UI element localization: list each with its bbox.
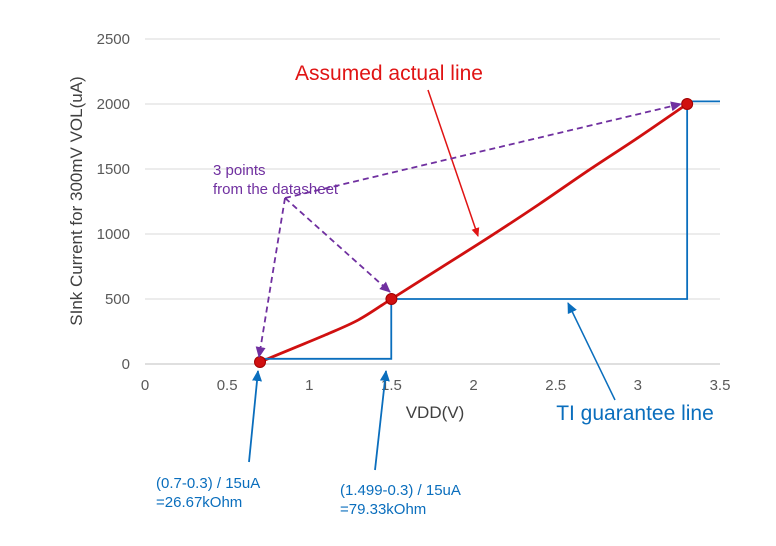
- y-axis-title: SInk Current for 300mV VOL(uA): [67, 76, 86, 325]
- datasheet-point-1: [385, 293, 398, 305]
- annotation-calc2-line2: =79.33kOhm: [340, 501, 426, 518]
- x-tick-label-4: 2: [469, 377, 477, 394]
- y-tick-label-1: 500: [105, 291, 130, 308]
- annotation-actual-arrow: [427, 89, 480, 237]
- series-lines: [259, 100, 720, 364]
- annotation-guarantee-arrow: [567, 302, 616, 401]
- annotation-actual-line: Assumed actual line: [295, 62, 483, 85]
- y-tick-label-2: 1000: [97, 226, 130, 243]
- y-tick-label-0: 0: [122, 356, 130, 373]
- x-axis-title: VDD(V): [406, 403, 465, 422]
- annotation-points-line2: from the datasheet: [213, 181, 339, 198]
- annotation-points-arrow-1: [255, 197, 286, 358]
- y-tick-labels: 0 500 1000 1500 2000 2500: [97, 31, 130, 373]
- x-tick-label-2: 1: [305, 377, 313, 394]
- annotation-calc1-line2: =26.67kOhm: [156, 494, 242, 511]
- annotation-points-line1: 3 points: [213, 162, 266, 179]
- x-tick-labels: 0 0.5 1 1.5 2 2.5 3 3.5: [141, 377, 731, 394]
- annotation-calc1-arrow: [248, 370, 262, 463]
- datasheet-point-0: [254, 356, 266, 369]
- annotation-calc2-arrow: [374, 370, 390, 471]
- x-tick-label-1: 0.5: [217, 377, 238, 394]
- annotation-calc1-line1: (0.7-0.3) / 15uA: [156, 475, 260, 492]
- datasheet-point-2: [681, 98, 694, 110]
- annotation-calc2-line1: (1.499-0.3) / 15uA: [340, 482, 461, 499]
- datasheet-points: [254, 98, 694, 369]
- y-tick-label-3: 1500: [97, 161, 130, 178]
- annotation-guarantee-line: TI guarantee line: [556, 402, 714, 425]
- x-tick-label-7: 3.5: [710, 377, 731, 394]
- annotation-points-arrow-3: [284, 101, 682, 199]
- series-assumed-actual-line: [259, 102, 688, 364]
- x-tick-label-6: 3: [634, 377, 642, 394]
- x-tick-label-5: 2.5: [545, 377, 566, 394]
- y-tick-label-5: 2500: [97, 31, 130, 48]
- x-tick-label-0: 0: [141, 377, 149, 394]
- annotation-points-arrow-2: [284, 197, 391, 293]
- series-ti-guarantee-line: [260, 100, 720, 360]
- y-tick-label-4: 2000: [97, 96, 130, 113]
